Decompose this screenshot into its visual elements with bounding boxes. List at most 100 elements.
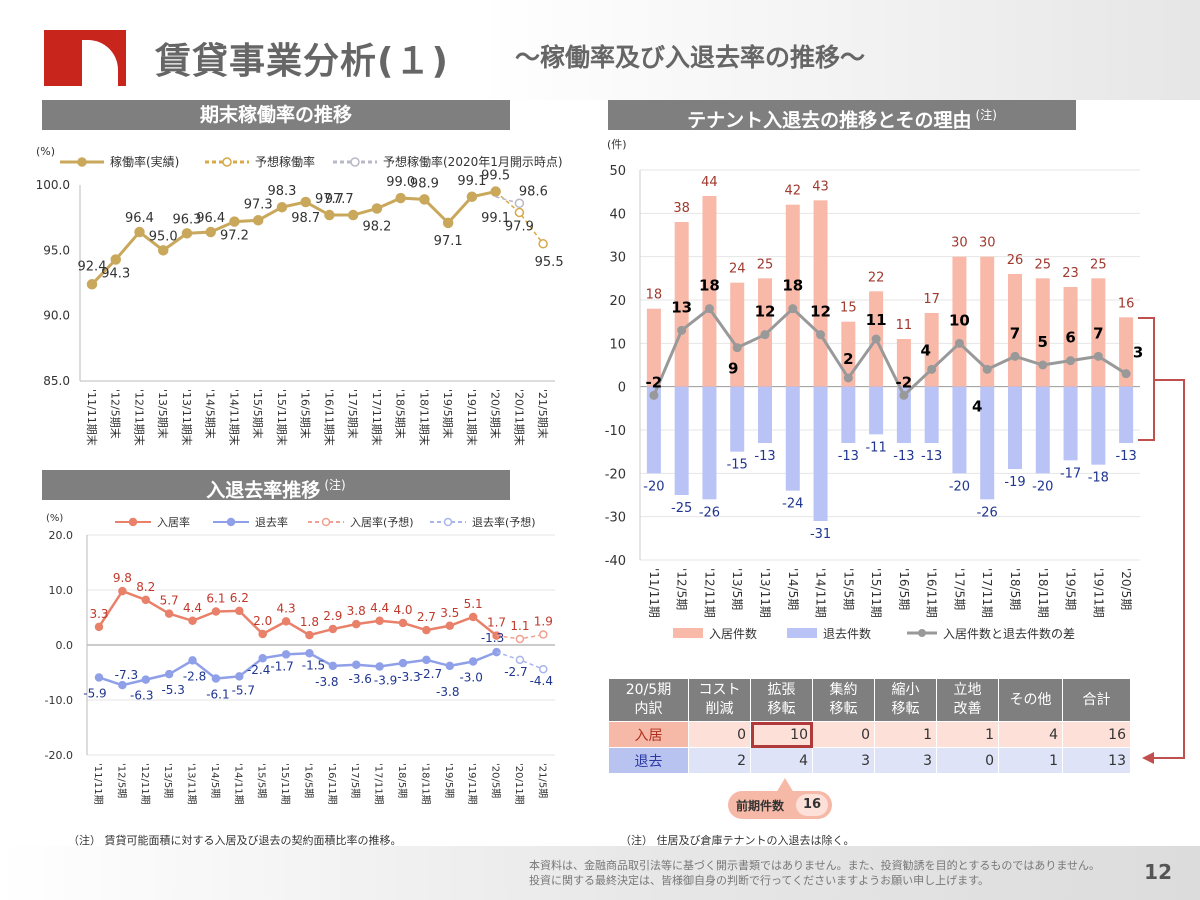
in-count-label: 22 bbox=[868, 270, 885, 285]
in-bar bbox=[813, 200, 828, 387]
data-label: 96.3 bbox=[172, 212, 201, 227]
data-point bbox=[538, 239, 548, 249]
y-unit-label: (%) bbox=[36, 145, 55, 158]
x-tick-label: '18/11期 bbox=[1036, 568, 1050, 618]
x-tick-label: '17/11期 bbox=[373, 763, 385, 805]
in-count-label: 25 bbox=[757, 257, 774, 272]
out-bar bbox=[924, 386, 939, 443]
in-bar bbox=[1119, 317, 1134, 387]
y-tick-label: 40 bbox=[609, 207, 626, 222]
data-point bbox=[305, 649, 314, 658]
data-point bbox=[300, 196, 311, 208]
out-bar bbox=[980, 386, 995, 500]
table-cell: 0 bbox=[812, 721, 875, 748]
data-point bbox=[466, 191, 478, 203]
out-rate-label: -3.0 bbox=[459, 671, 482, 685]
diff-count-label: 10 bbox=[949, 311, 970, 329]
data-point bbox=[351, 660, 361, 670]
breakdown-row-in: 入居 0 10 0 1 1 4 16 bbox=[608, 721, 1131, 748]
out-count-label: -17 bbox=[1060, 466, 1081, 481]
x-tick-label: '12/5期末 bbox=[109, 389, 123, 439]
y-tick-label: 10 bbox=[609, 337, 626, 352]
out-rate-label: -2.8 bbox=[183, 669, 206, 683]
legend-swatch bbox=[787, 628, 817, 638]
x-tick-label: '14/5期 bbox=[209, 763, 221, 798]
data-label: 98.2 bbox=[362, 220, 391, 235]
diff-line bbox=[652, 306, 1127, 398]
x-tick-label: '20/5期 bbox=[1119, 568, 1133, 610]
in-rate-label: 3.5 bbox=[440, 606, 459, 620]
x-tick-label: '11/11期 bbox=[647, 568, 661, 618]
x-tick-label: '12/11期 bbox=[139, 763, 151, 805]
company-logo-icon bbox=[44, 30, 126, 86]
diff-point bbox=[843, 373, 853, 383]
data-point bbox=[86, 279, 98, 290]
out-bar bbox=[758, 386, 772, 443]
x-tick-label: '20/11期 bbox=[513, 763, 525, 805]
in-count-label: 24 bbox=[729, 262, 746, 277]
x-tick-label: '16/11期 bbox=[326, 763, 338, 805]
diff-point bbox=[982, 364, 992, 374]
data-point bbox=[164, 669, 174, 679]
legend-swatch bbox=[673, 628, 703, 638]
x-tick-label: '17/5期 bbox=[349, 763, 361, 798]
in-count-label: 30 bbox=[951, 236, 968, 251]
x-tick-label: '15/11期 bbox=[279, 763, 291, 805]
x-tick-label: '11/11期末 bbox=[85, 389, 99, 446]
out-bar bbox=[646, 386, 661, 474]
table-cell: 0 bbox=[936, 747, 999, 774]
x-tick-label: '17/5期末 bbox=[346, 389, 360, 439]
breakdown-row-out: 退去 2 4 3 3 0 1 13 bbox=[608, 747, 1131, 774]
data-point bbox=[515, 655, 525, 665]
legend-marker bbox=[128, 517, 138, 527]
diff-count-label: 7 bbox=[1093, 324, 1103, 342]
out-count-label: -18 bbox=[1088, 471, 1109, 486]
out-bar bbox=[702, 386, 717, 500]
page-subtitle: ～稼働率及び入退去率の推移～ bbox=[515, 43, 866, 72]
in-rate-label: 1.1 bbox=[510, 619, 529, 633]
x-tick-label: '13/5期 bbox=[730, 568, 744, 610]
turnover-note: （注） 賃貸可能面積に対する入居及び退去の契約面積比率の推移。 bbox=[68, 834, 402, 847]
breakdown-header: 縮小 移転 bbox=[874, 678, 937, 722]
data-point bbox=[398, 618, 408, 628]
data-point bbox=[229, 216, 240, 227]
x-tick-label: '13/11期 bbox=[758, 568, 772, 618]
x-tick-label: '14/11期末 bbox=[227, 389, 241, 446]
legend-label: 入居率(予想) bbox=[350, 515, 414, 529]
out-rate-label: -1.3 bbox=[481, 631, 504, 645]
out-count-label: -25 bbox=[671, 501, 692, 516]
data-point bbox=[276, 201, 288, 213]
x-tick-label: '13/11期 bbox=[186, 763, 198, 805]
data-label: 97.3 bbox=[244, 197, 273, 212]
out-bar bbox=[1063, 386, 1078, 461]
y-tick-label: -10 bbox=[605, 424, 626, 439]
out-rate-label: -3.8 bbox=[436, 685, 459, 699]
x-tick-label: '16/5期 bbox=[302, 763, 314, 798]
page-number: 12 bbox=[1144, 860, 1172, 884]
diff-point bbox=[871, 334, 881, 344]
in-count-label: 16 bbox=[1118, 296, 1135, 311]
data-point bbox=[328, 661, 338, 671]
breakdown-header: 立地 改善 bbox=[936, 678, 999, 722]
out-count-label: -13 bbox=[1115, 449, 1136, 464]
data-point bbox=[468, 657, 478, 666]
in-count-label: 26 bbox=[1007, 253, 1024, 268]
diff-point bbox=[1038, 360, 1048, 370]
x-tick-label: '18/5期 bbox=[1008, 568, 1022, 610]
x-tick-label: '15/11期 bbox=[869, 568, 883, 618]
out-rate-label: -3.8 bbox=[315, 675, 338, 689]
diff-point bbox=[954, 338, 964, 348]
in-rate-label: 9.8 bbox=[113, 571, 132, 585]
out-rate-label: -4.4 bbox=[530, 674, 553, 688]
out-bar bbox=[1008, 386, 1022, 469]
out-count-label: -13 bbox=[838, 449, 859, 464]
legend-marker bbox=[350, 157, 360, 167]
data-point bbox=[445, 621, 455, 630]
table-cell-highlight: 10 bbox=[750, 721, 813, 748]
data-point bbox=[141, 595, 151, 605]
y-tick-label: 0 bbox=[618, 381, 626, 396]
table-cell: 0 bbox=[688, 721, 751, 748]
data-point bbox=[419, 194, 430, 205]
x-tick-label: '17/11期末 bbox=[370, 389, 384, 446]
diff-count-label: 12 bbox=[755, 303, 776, 321]
